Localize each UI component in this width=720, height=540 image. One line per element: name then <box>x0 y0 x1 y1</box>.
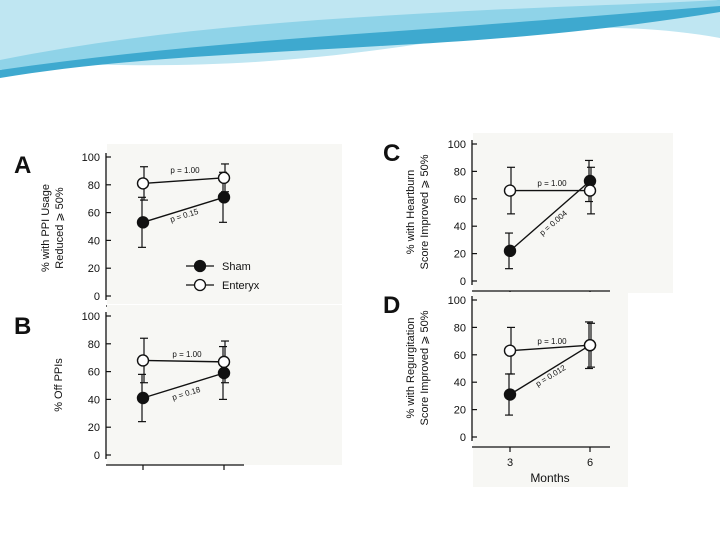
panel-d-ytick-label-40: 40 <box>454 377 466 389</box>
panel-d-xtick-label-3: 3 <box>507 457 513 469</box>
panel-d-xtick-label-6: 6 <box>587 457 593 469</box>
panel-d-ytick-label-0: 0 <box>460 432 466 444</box>
panel-a-enteryx-line <box>142 177 225 185</box>
panel-a-sham-point-1 <box>136 216 150 229</box>
panel-c-ytick-label-100: 100 <box>448 139 466 151</box>
panel-a-ytick-label-100: 100 <box>82 152 100 164</box>
panel-d-ytick-label-80: 80 <box>454 322 466 334</box>
panel-d-sham-point-1 <box>503 388 517 401</box>
panel-b-sham-point-1 <box>136 391 150 405</box>
panel-c-ytick-label-40: 40 <box>454 221 466 233</box>
panel-d-sham-line <box>509 344 591 396</box>
panel-c-ytick-label-0: 0 <box>460 276 466 288</box>
panel-c-sham-line <box>509 180 591 252</box>
panel-c-y-axis-label-2: Score Improved ⩾ 50% <box>419 154 431 269</box>
panel-a-ytick-label-0: 0 <box>94 291 100 303</box>
legend: Sham Enteryx <box>186 259 260 292</box>
panel-a-sham-line <box>142 196 225 223</box>
panel-b-enteryx-line <box>142 359 225 363</box>
panel-c-ytick-label-20: 20 <box>454 249 466 261</box>
panel-a-y-axis-label-1: % with PPI Usage <box>40 184 52 272</box>
panel-b-ytick-label-40: 40 <box>88 394 100 406</box>
panel-a-ytick-label-20: 20 <box>88 263 100 275</box>
legend-sham-marker <box>193 259 207 273</box>
panel-b-y-axis-label-1: % Off PPIs <box>53 358 65 412</box>
header-wave-mid <box>0 0 720 70</box>
panel-a: A 0 20 40 60 80 100 % with PPI Usage Reduced ⩾ 5… <box>14 144 342 311</box>
panel-d-ytick-label-60: 60 <box>454 350 466 362</box>
panel-a-enteryx-point-1 <box>136 177 150 190</box>
panel-d-y-axis-label-2: Score Improved ⩾ 50% <box>419 310 431 425</box>
panel-a-sham-point-2 <box>217 191 231 204</box>
panel-b-enteryx-point-2 <box>217 355 231 369</box>
panel-b-plot-area <box>107 305 342 465</box>
panel-c-enteryx-point-1 <box>503 184 517 197</box>
panel-a-ytick-label-60: 60 <box>88 208 100 220</box>
panel-d-ytick-label-100: 100 <box>448 295 466 307</box>
panel-d-annotation-1: p = 1.00 <box>537 337 567 346</box>
panel-d-x-axis-label: Months <box>530 471 569 485</box>
panel-b-sham-point-2 <box>217 366 231 380</box>
panel-c-plot-area <box>473 133 673 293</box>
legend-enteryx-label: Enteryx <box>222 280 260 292</box>
legend-enteryx-marker <box>193 278 207 292</box>
panel-c-ytick-label-80: 80 <box>454 166 466 178</box>
panel-a-ytick-label-40: 40 <box>88 235 100 247</box>
panel-a-letter: A <box>14 152 31 179</box>
panel-b-annotation-1: p = 1.00 <box>172 350 202 359</box>
panel-c-ytick-label-60: 60 <box>454 194 466 206</box>
panel-d-y-axis-label-1: % with Regurgitation <box>405 318 417 419</box>
panel-d-plot-area <box>473 292 628 487</box>
panel-d-enteryx-line <box>509 344 591 352</box>
panel-c-enteryx-point-2 <box>583 184 597 197</box>
panel-c: C 0 20 40 60 80 100 % with Heartburn Score Impro… <box>383 133 673 296</box>
legend-sham-label: Sham <box>222 261 251 273</box>
panel-d-letter: D <box>383 292 400 319</box>
panel-b-ytick-label-20: 20 <box>88 422 100 434</box>
panel-b-sham-line <box>142 372 225 399</box>
panel-b-ytick-label-80: 80 <box>88 339 100 351</box>
panel-c-letter: C <box>383 140 400 167</box>
panel-b-ytick-label-100: 100 <box>82 311 100 323</box>
panel-c-sham-point-1 <box>503 244 517 258</box>
panel-c-annotation-1: p = 1.00 <box>537 179 567 188</box>
panel-d-enteryx-point-1 <box>503 344 517 357</box>
panel-b-ytick-label-0: 0 <box>94 450 100 462</box>
panel-b-enteryx-point-1 <box>136 354 150 367</box>
panel-b-letter: B <box>14 313 31 340</box>
panel-a-enteryx-point-2 <box>217 171 231 185</box>
panel-d-enteryx-point-2 <box>583 339 597 352</box>
panel-c-y-axis-label-1: % with Heartburn <box>405 170 417 254</box>
panel-a-ytick-label-80: 80 <box>88 180 100 192</box>
panel-b-ytick-label-60: 60 <box>88 367 100 379</box>
panel-a-annotation-1: p = 1.00 <box>170 166 200 175</box>
panel-a-y-axis-label-2: Reduced ⩾ 50% <box>54 187 66 269</box>
panel-d-ytick-label-20: 20 <box>454 405 466 417</box>
panel-d: D 0 20 40 60 80 100 3 6 Months % with Regurgitatio… <box>383 292 628 487</box>
